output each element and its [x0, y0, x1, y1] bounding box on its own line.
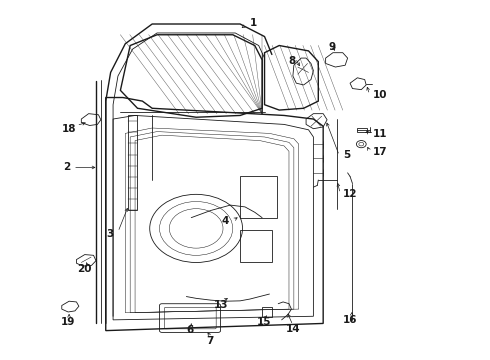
- Bar: [357, 128, 367, 132]
- Text: 1: 1: [250, 18, 257, 28]
- Text: 18: 18: [62, 124, 76, 134]
- Text: 15: 15: [256, 317, 271, 327]
- Text: 5: 5: [343, 150, 350, 160]
- Text: 10: 10: [373, 90, 388, 100]
- Text: 8: 8: [289, 56, 296, 66]
- Text: 16: 16: [343, 315, 357, 325]
- Bar: [240, 230, 272, 262]
- Bar: [240, 176, 277, 218]
- Bar: [262, 307, 272, 317]
- Text: 4: 4: [222, 216, 229, 226]
- Bar: [128, 116, 137, 211]
- Text: 7: 7: [206, 336, 214, 346]
- Text: 9: 9: [328, 42, 336, 52]
- Text: 11: 11: [373, 129, 388, 139]
- Text: 20: 20: [77, 264, 92, 274]
- Text: 12: 12: [343, 189, 357, 199]
- Text: 13: 13: [214, 300, 229, 310]
- Text: 17: 17: [373, 147, 388, 157]
- Text: 2: 2: [63, 162, 70, 172]
- Text: 6: 6: [187, 325, 194, 335]
- Text: 19: 19: [61, 317, 75, 327]
- Text: 3: 3: [107, 229, 114, 239]
- Text: 14: 14: [286, 324, 300, 334]
